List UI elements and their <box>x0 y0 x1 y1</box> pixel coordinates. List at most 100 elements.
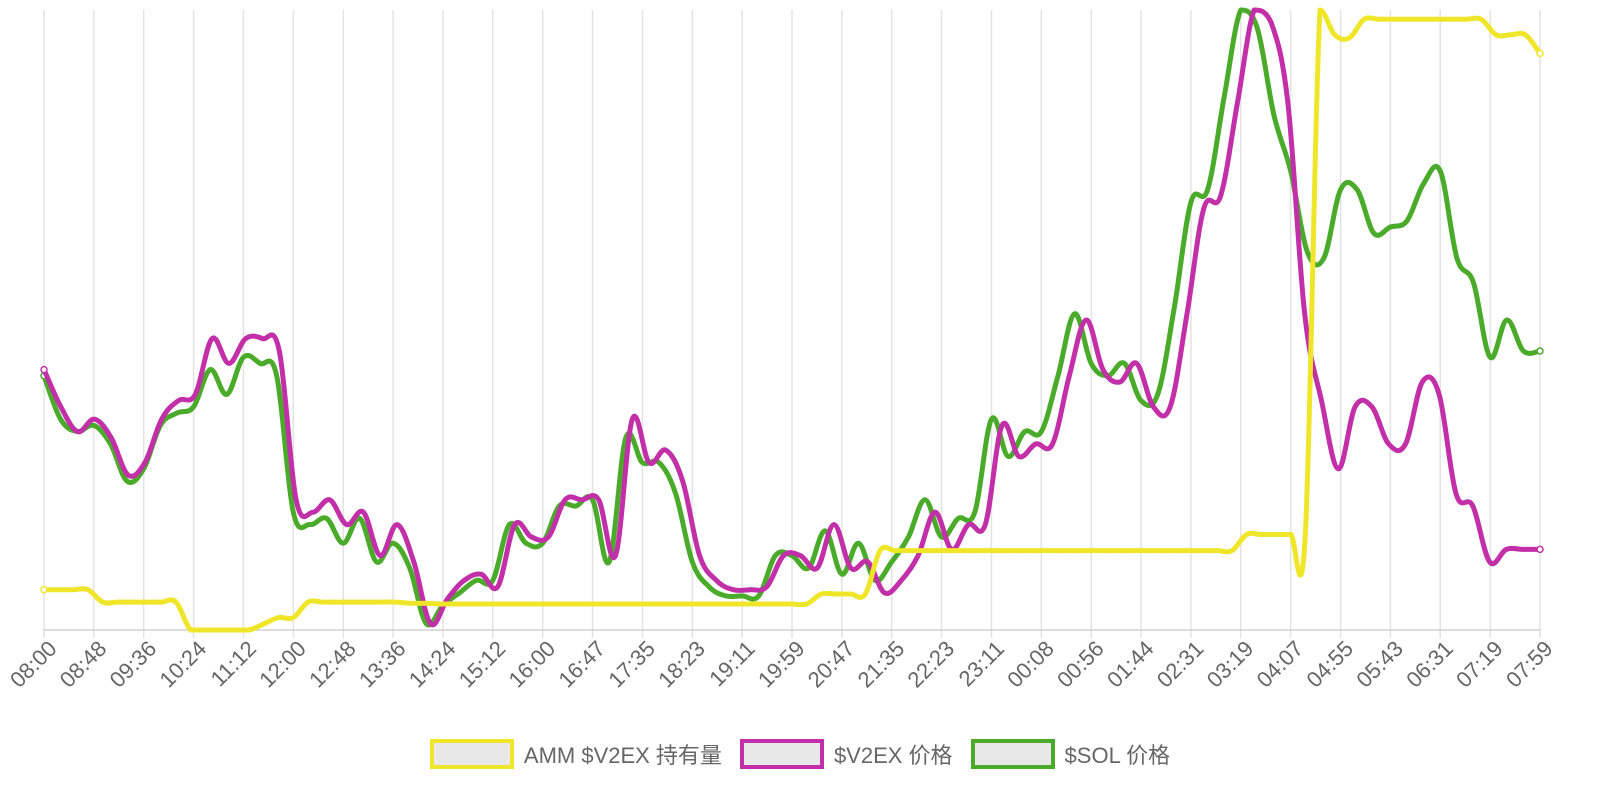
data-point-amm-holdings[interactable] <box>1112 548 1117 553</box>
data-point-sol-price[interactable] <box>1155 392 1160 397</box>
data-point-sol-price[interactable] <box>656 460 662 465</box>
data-point-v2ex-price[interactable] <box>1134 361 1139 366</box>
data-point-v2ex-price[interactable] <box>277 348 282 354</box>
data-point-sol-price[interactable] <box>174 410 180 416</box>
data-point-sol-price[interactable] <box>972 510 977 515</box>
data-point-sol-price[interactable] <box>739 593 745 599</box>
data-point-sol-price[interactable] <box>124 479 130 484</box>
data-point-amm-holdings[interactable] <box>1097 548 1103 553</box>
data-point-amm-holdings[interactable] <box>85 587 91 592</box>
data-point-amm-holdings[interactable] <box>1508 32 1513 37</box>
data-point-amm-holdings[interactable] <box>364 599 369 605</box>
data-point-v2ex-price[interactable] <box>1201 206 1206 211</box>
data-point-sol-price[interactable] <box>407 565 412 571</box>
data-point-amm-holdings[interactable] <box>40 585 48 594</box>
data-point-sol-price[interactable] <box>1321 255 1327 261</box>
data-point-v2ex-price[interactable] <box>1235 100 1240 106</box>
data-point-v2ex-price[interactable] <box>361 510 366 515</box>
data-point-v2ex-price[interactable] <box>394 522 400 527</box>
data-point-amm-holdings[interactable] <box>921 548 927 553</box>
data-point-sol-price[interactable] <box>723 593 728 599</box>
data-point-sol-price[interactable] <box>291 510 296 515</box>
data-point-sol-price[interactable] <box>523 541 529 546</box>
data-point-v2ex-price[interactable] <box>58 404 63 409</box>
data-point-sol-price[interactable] <box>1172 305 1177 310</box>
data-point-amm-holdings[interactable] <box>657 601 663 607</box>
data-point-sol-price[interactable] <box>573 503 579 509</box>
data-point-v2ex-price[interactable] <box>1067 373 1072 378</box>
data-point-sol-price[interactable] <box>906 534 911 540</box>
data-point-sol-price[interactable] <box>241 355 246 360</box>
data-point-v2ex-price[interactable] <box>428 621 433 626</box>
data-point-v2ex-price[interactable] <box>512 522 517 527</box>
data-point-amm-holdings[interactable] <box>995 548 1000 553</box>
data-point-amm-holdings[interactable] <box>203 627 208 633</box>
data-point-amm-holdings[interactable] <box>1464 17 1469 22</box>
data-point-v2ex-price[interactable] <box>226 361 232 366</box>
data-point-amm-holdings[interactable] <box>393 599 399 605</box>
data-point-sol-price[interactable] <box>1188 199 1194 205</box>
data-point-amm-holdings[interactable] <box>1215 548 1220 553</box>
data-point-v2ex-price[interactable] <box>40 365 48 374</box>
data-point-amm-holdings[interactable] <box>1083 548 1088 553</box>
data-point-sol-price[interactable] <box>1338 187 1343 192</box>
data-point-amm-holdings[interactable] <box>349 599 355 605</box>
data-point-v2ex-price[interactable] <box>1268 20 1274 25</box>
data-point-v2ex-price[interactable] <box>680 479 685 484</box>
data-point-v2ex-price[interactable] <box>1453 491 1459 496</box>
data-point-amm-holdings[interactable] <box>540 601 545 607</box>
data-point-amm-holdings[interactable] <box>775 601 780 607</box>
data-point-sol-price[interactable] <box>1371 230 1376 236</box>
data-point-amm-holdings[interactable] <box>320 599 325 605</box>
data-point-amm-holdings[interactable] <box>1273 532 1279 537</box>
data-point-v2ex-price[interactable] <box>1536 545 1544 554</box>
data-point-v2ex-price[interactable] <box>798 553 803 558</box>
data-point-amm-holdings[interactable] <box>1303 532 1308 537</box>
data-point-v2ex-price[interactable] <box>108 435 114 440</box>
data-point-sol-price[interactable] <box>1005 454 1011 459</box>
data-point-sol-price[interactable] <box>474 578 479 583</box>
data-point-v2ex-price[interactable] <box>747 587 753 592</box>
data-point-v2ex-price[interactable] <box>344 522 349 527</box>
data-point-amm-holdings[interactable] <box>877 548 883 553</box>
data-point-sol-price[interactable] <box>91 423 97 428</box>
data-point-sol-price[interactable] <box>1271 113 1277 118</box>
data-point-amm-holdings[interactable] <box>232 627 237 633</box>
data-point-amm-holdings[interactable] <box>1523 32 1528 37</box>
data-point-amm-holdings[interactable] <box>1479 17 1484 22</box>
data-point-sol-price[interactable] <box>922 497 928 502</box>
data-point-sol-price[interactable] <box>823 528 828 533</box>
data-point-v2ex-price[interactable] <box>1487 559 1492 564</box>
data-point-v2ex-price[interactable] <box>697 553 702 558</box>
data-point-v2ex-price[interactable] <box>293 497 299 502</box>
data-point-amm-holdings[interactable] <box>1009 548 1015 553</box>
data-point-amm-holdings[interactable] <box>496 601 501 607</box>
data-point-v2ex-price[interactable] <box>1352 404 1358 409</box>
data-point-sol-price[interactable] <box>1504 317 1509 323</box>
data-point-sol-price[interactable] <box>690 559 695 564</box>
data-point-amm-holdings[interactable] <box>452 601 457 607</box>
data-point-v2ex-price[interactable] <box>529 534 534 540</box>
data-point-sol-price[interactable] <box>224 392 229 397</box>
data-point-amm-holdings[interactable] <box>1405 17 1411 22</box>
legend-item-sol-price[interactable]: $SOL 价格 <box>970 738 1170 770</box>
data-point-v2ex-price[interactable] <box>1050 441 1055 447</box>
data-point-sol-price[interactable] <box>58 417 63 422</box>
data-point-amm-holdings[interactable] <box>423 601 428 606</box>
data-point-sol-price[interactable] <box>1138 398 1144 403</box>
data-point-v2ex-price[interactable] <box>1420 379 1425 385</box>
data-point-v2ex-price[interactable] <box>1470 503 1475 509</box>
data-point-sol-price[interactable] <box>490 578 495 583</box>
data-point-amm-holdings[interactable] <box>848 591 853 597</box>
data-point-amm-holdings[interactable] <box>789 601 795 607</box>
data-point-v2ex-price[interactable] <box>495 584 500 589</box>
data-point-v2ex-price[interactable] <box>562 497 568 502</box>
data-point-v2ex-price[interactable] <box>966 522 971 527</box>
data-point-v2ex-price[interactable] <box>1504 547 1509 552</box>
data-point-amm-holdings[interactable] <box>261 621 267 626</box>
data-point-amm-holdings[interactable] <box>100 599 105 605</box>
data-point-sol-price[interactable] <box>357 516 362 521</box>
data-point-amm-holdings[interactable] <box>511 601 516 607</box>
data-point-v2ex-price[interactable] <box>831 522 837 527</box>
data-point-amm-holdings[interactable] <box>760 601 765 607</box>
